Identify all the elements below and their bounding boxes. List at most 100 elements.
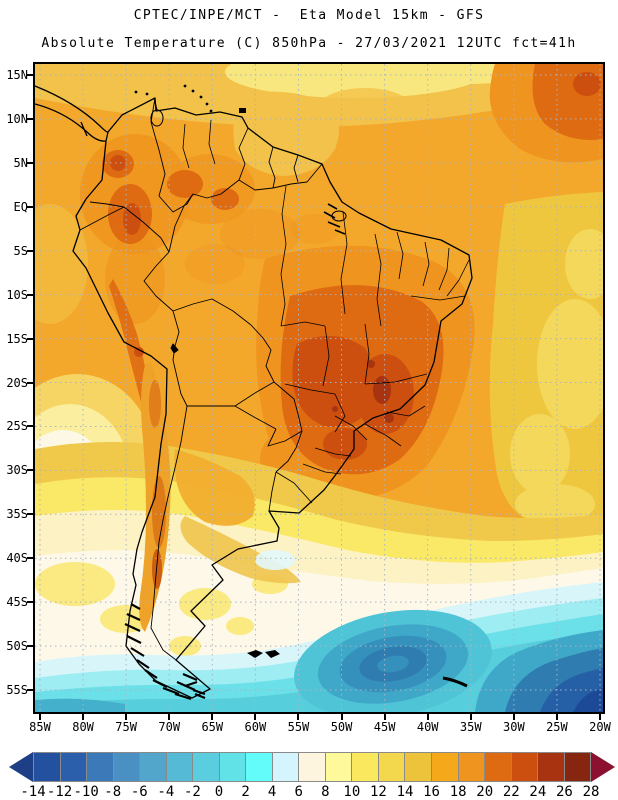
map-art — [35, 64, 603, 712]
lat-tick — [27, 161, 33, 164]
lon-label: 65W — [201, 720, 224, 734]
south-georgia — [442, 676, 468, 688]
lon-label: 30W — [503, 720, 525, 734]
page-title: CPTEC/INPE/MCT - Eta Model 15km - GFS — [133, 8, 485, 23]
lat-tick — [27, 425, 33, 428]
islands — [134, 84, 280, 658]
colorbar-tick-label: -12 — [46, 784, 73, 800]
country-borders — [79, 97, 323, 661]
cold-swirl — [294, 609, 492, 712]
yellow-patches-patagonia — [35, 562, 288, 656]
lon-tick — [254, 714, 257, 720]
lon-label: 45W — [373, 720, 396, 734]
lake-titicaca — [170, 343, 179, 354]
colorbar-tick-label: 22 — [502, 784, 520, 800]
coastline — [72, 97, 473, 699]
colorbar-tick-label: -4 — [157, 784, 175, 800]
lat-label: 55S — [6, 683, 28, 698]
lat-label: 10N — [6, 111, 28, 126]
colorbar-tick-label: 26 — [555, 784, 573, 800]
colorbar-segment — [564, 753, 591, 781]
lon-label: 25W — [546, 720, 568, 734]
colorbar-segment — [272, 753, 300, 781]
lon-label: 35W — [459, 720, 482, 734]
colorbar-under-range-arrow — [9, 752, 33, 782]
colorbar-segment — [113, 753, 141, 781]
lat-label: 50S — [6, 639, 28, 654]
lat-tick — [27, 689, 33, 692]
lat-label: 10S — [6, 287, 28, 302]
map-frame — [33, 62, 605, 714]
state-borders — [182, 119, 470, 475]
lon-tick — [512, 714, 515, 720]
colorbar-segment — [378, 753, 406, 781]
lat-label: 15N — [6, 68, 28, 82]
graticule-grid — [35, 64, 603, 712]
lat-label: 35S — [6, 507, 28, 522]
colorbar-segment — [511, 753, 539, 781]
temperature-field — [35, 64, 603, 712]
colorbar-segment — [299, 753, 326, 781]
lat-tick — [27, 513, 33, 516]
lat-tick — [27, 205, 33, 208]
colorbar-segment — [87, 753, 114, 781]
colorbar-tick-label: 16 — [423, 784, 440, 800]
lon-tick — [599, 714, 601, 720]
colorbar-tick-label: 2 — [241, 784, 250, 800]
colorbar-tick-label: 24 — [529, 784, 547, 800]
lat-tick — [27, 249, 33, 252]
colorbar-tick-label: -2 — [183, 784, 201, 800]
lat-label: 45S — [6, 595, 28, 610]
lat-label: 20S — [6, 375, 28, 390]
colorbar-segment — [219, 753, 247, 781]
colorbar-segment — [431, 753, 459, 781]
colorbar-tick-label: 4 — [267, 784, 277, 800]
lon-label: 50W — [330, 720, 353, 734]
colorbar-tick-label: -6 — [130, 784, 148, 800]
lon-label: 80W — [72, 720, 94, 734]
falkland-islands — [247, 650, 280, 658]
colorbar-over-range-arrow — [591, 752, 615, 782]
lat-tick — [27, 381, 33, 384]
lon-tick — [82, 714, 85, 720]
lat-tick — [27, 557, 33, 560]
lon-label: 60W — [244, 720, 267, 734]
lat-tick — [27, 117, 33, 120]
lon-tick — [383, 714, 386, 720]
colorbar-tick-label: 14 — [396, 784, 414, 800]
page-subtitle: Absolute Temperature (C) 850hPa - 27/03/… — [41, 36, 577, 51]
colorbar-segment — [485, 753, 512, 781]
colorbar-segment — [166, 753, 194, 781]
lat-label: 5N — [13, 155, 28, 170]
lat-tick — [27, 293, 33, 296]
lat-label: 5S — [13, 243, 28, 258]
colorbar-segment — [193, 753, 220, 781]
colorbar-tick-label: 20 — [476, 784, 494, 800]
colorbar-segment — [325, 753, 353, 781]
lon-label: 40W — [416, 720, 439, 734]
lon-label: 55W — [287, 720, 310, 734]
colorbar-segment — [458, 753, 486, 781]
colorbar-tick-label: 18 — [449, 784, 467, 800]
lon-tick — [168, 714, 171, 720]
lat-tick — [27, 74, 33, 76]
trinidad — [239, 108, 246, 113]
lat-tick — [27, 337, 33, 340]
colorbar-tick-label: 0 — [214, 784, 224, 800]
colorbar-tick-label: -8 — [104, 784, 122, 800]
colorbar-tick-label: 6 — [294, 784, 303, 800]
colorbar-segment — [60, 753, 88, 781]
central-america-coast — [35, 85, 109, 142]
fjords — [124, 603, 206, 701]
lon-tick — [125, 714, 128, 720]
amazon-delta — [323, 203, 347, 235]
lon-tick — [211, 714, 214, 720]
colorbar-tick-label: -10 — [73, 784, 99, 800]
lat-label: 30S — [6, 463, 28, 478]
lat-tick — [27, 601, 33, 604]
lat-label: 15S — [6, 331, 28, 346]
lon-tick — [39, 714, 41, 720]
colorbar-segment — [34, 753, 61, 781]
lon-tick — [426, 714, 429, 720]
